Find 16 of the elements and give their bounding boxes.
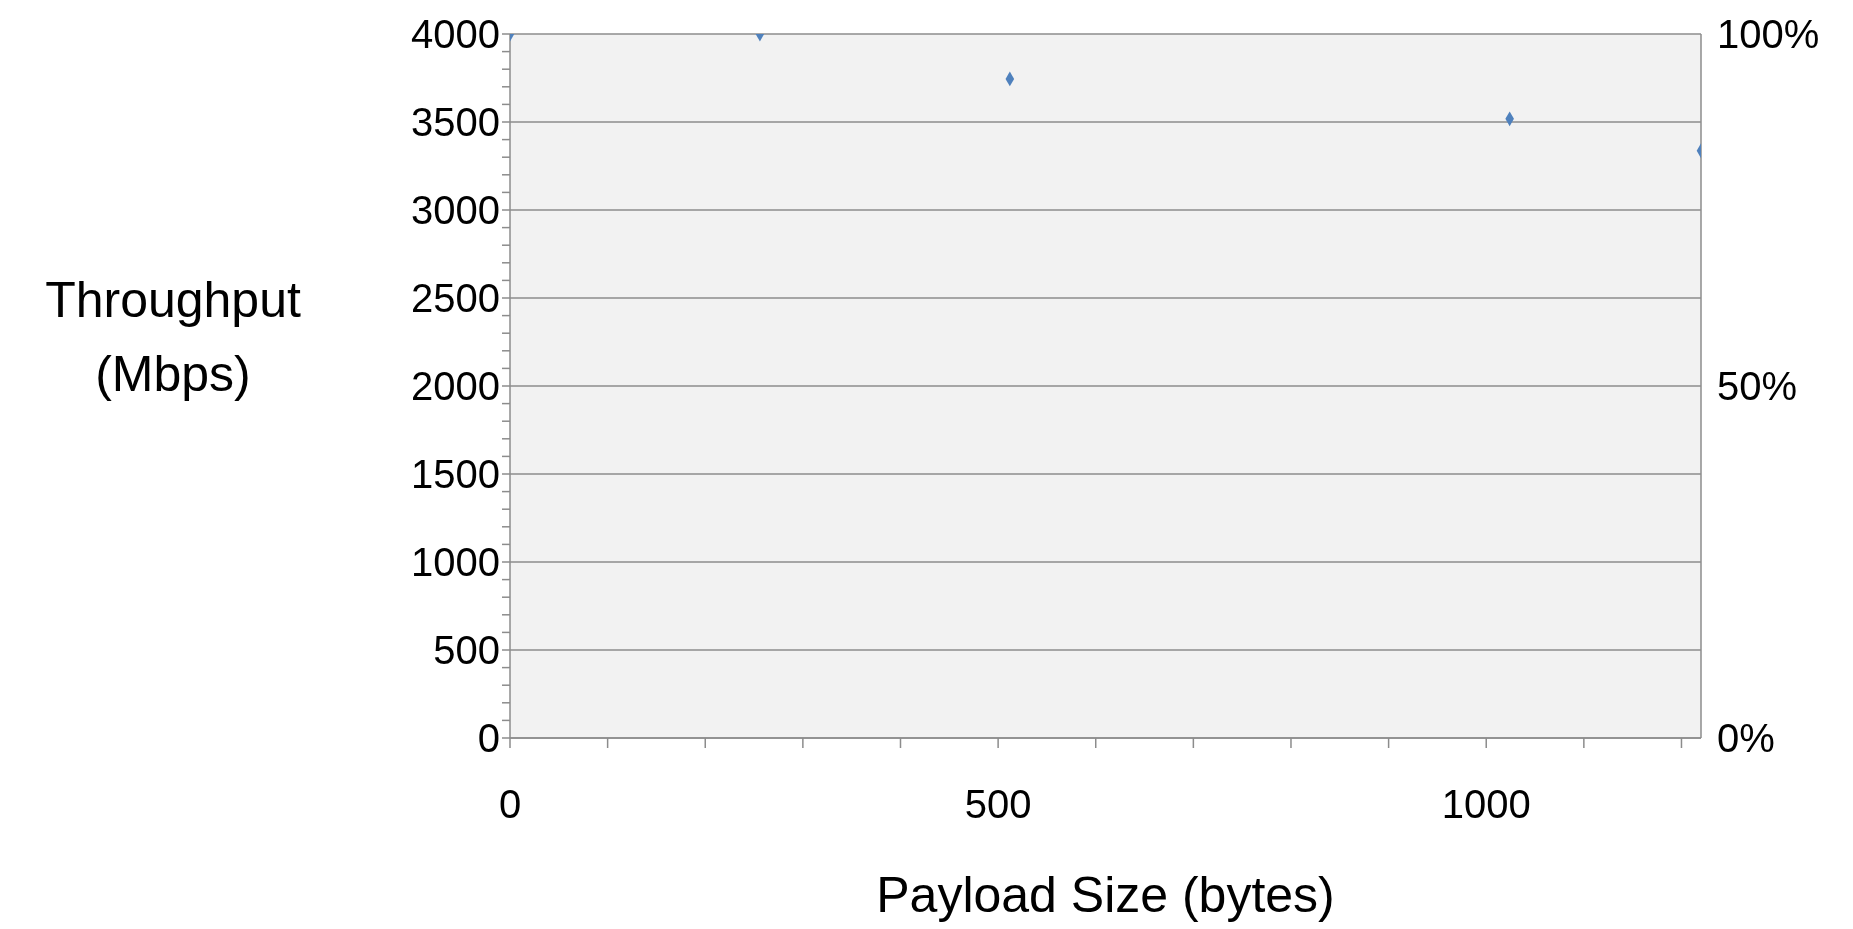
y-axis-title: Throughput (Mbps) xyxy=(44,271,302,404)
x-tick-label: 500 xyxy=(964,782,1032,827)
y-tick-label: 1000 xyxy=(411,540,500,585)
y-tick-label: 1500 xyxy=(411,452,500,497)
x-axis-title: Payload Size (bytes) xyxy=(875,866,1336,924)
y-tick-label: 3000 xyxy=(411,188,500,233)
y-tick-label: 3500 xyxy=(411,100,500,145)
y-tick-label: 500 xyxy=(433,628,500,673)
y2-tick-label: 0% xyxy=(1717,716,1775,761)
x-tick-label: 1000 xyxy=(1441,782,1531,827)
y-tick-label: 2500 xyxy=(411,276,500,321)
y-tick-label: 4000 xyxy=(411,12,500,57)
y-tick-label: 0 xyxy=(477,716,500,761)
y2-tick-label: 50% xyxy=(1717,364,1798,409)
y2-tick-label: 100% xyxy=(1717,12,1820,57)
y-tick-label: 2000 xyxy=(411,364,500,409)
